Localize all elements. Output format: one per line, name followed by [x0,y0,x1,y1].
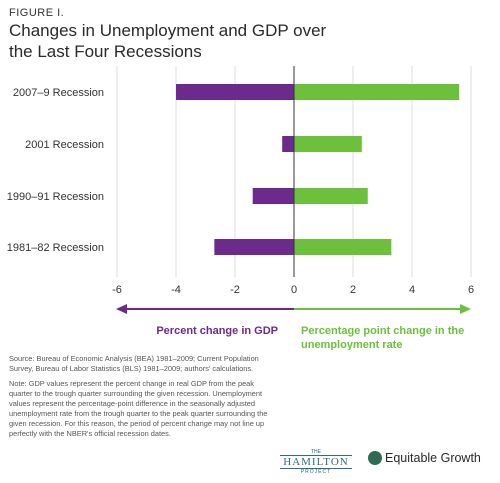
tick-label: 4 [409,284,415,296]
notes: Source: Bureau of Economic Analysis (BEA… [9,354,274,444]
bar-chart: 2007–9 Recession 2001 Recession 1990–91 Re… [7,66,474,350]
category-label: 1981–82 Recession [7,242,104,254]
unemployment-bar [294,239,392,255]
tick-label: 0 [291,284,297,296]
gdp-arrow-label: Percent change in GDP [156,325,278,337]
chart-title: Changes in Unemployment and GDP over the… [9,21,327,61]
equitable-growth-name: Equitable Growth [385,451,481,465]
unemployment-bar [294,84,460,100]
gdp-bar [214,239,294,255]
arrow-axis [116,304,471,314]
unemployment-bar [294,188,368,204]
category-label: 2001 Recession [25,139,104,151]
category-label: 1990–91 Recession [7,191,104,203]
gdp-bar [252,188,294,204]
hamilton-the: THE [311,449,321,455]
gdp-arrow-head [116,304,127,314]
figure-label: FIGURE I. [9,7,65,19]
hamilton-name: HAMILTON [280,455,352,469]
bars [176,84,460,255]
tick-labels: -6 -4 -2 0 2 4 6 [112,284,474,296]
gdp-bar [176,84,294,100]
equitable-growth-logo: Equitable Growth [368,451,481,465]
tick-label: -4 [171,284,181,296]
tick-label: 2 [350,284,356,296]
method-note: Note: GDP values represent the percent c… [9,379,268,438]
tick-label: -6 [112,284,122,296]
category-label: 2007–9 Recession [13,87,104,99]
unemployment-label-line-1: Percentage point change in the [301,325,464,337]
unemployment-label-line-2: unemployment rate [301,339,402,350]
unemployment-arrow-label: Percentage point change in the unemploym… [301,325,467,350]
gdp-bar [282,136,294,152]
category-labels: 2007–9 Recession 2001 Recession 1990–91 Re… [7,87,104,254]
hamilton-project-logo: THE HAMILTON PROJECT [280,449,352,475]
hamilton-project: PROJECT [300,469,332,475]
tick-label: 6 [468,284,474,296]
tick-label: -2 [230,284,240,296]
equitable-growth-mark-icon [368,451,382,465]
unemployment-arrow-head [460,304,471,314]
source-note: Source: Bureau of Economic Analysis (BEA… [9,354,259,373]
unemployment-bar [294,136,362,152]
